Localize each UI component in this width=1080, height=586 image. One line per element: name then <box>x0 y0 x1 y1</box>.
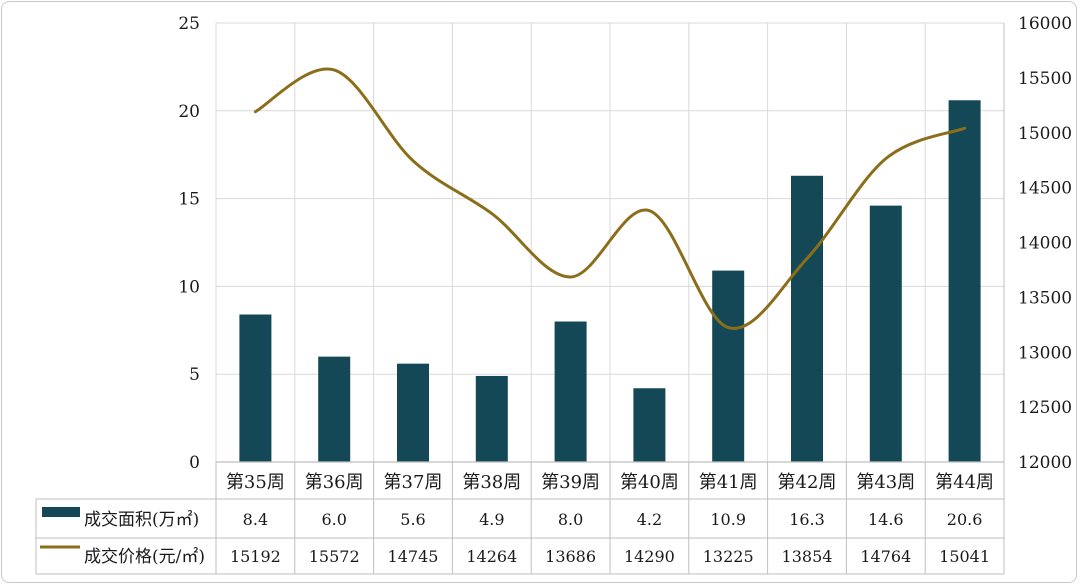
table-value-price: 14264 <box>466 547 517 566</box>
bar-layer <box>239 100 981 462</box>
table-value-area: 14.6 <box>868 510 904 529</box>
bar-mark <box>869 205 902 462</box>
bar-mark <box>397 363 429 462</box>
x-tick-label: 第40周 <box>620 472 679 493</box>
x-tick-label: 第39周 <box>541 472 600 493</box>
x-tick-label: 第42周 <box>778 472 837 493</box>
table-value-price: 13854 <box>782 547 833 566</box>
table-value-price: 15192 <box>230 547 281 566</box>
bar-mark <box>712 270 745 462</box>
table-value-price: 15041 <box>939 547 990 566</box>
y-right-tick-label: 16000 <box>1018 14 1072 34</box>
table-value-price: 13686 <box>545 547 596 566</box>
x-tick-label: 第35周 <box>226 472 285 493</box>
y-left-tick-label: 25 <box>178 14 200 34</box>
table-value-area: 6.0 <box>321 510 346 529</box>
y-right-tick-label: 13000 <box>1018 343 1072 363</box>
legend-label-line: 成交价格(元/㎡) <box>84 547 205 567</box>
x-tick-label: 第36周 <box>305 472 364 493</box>
bar-mark <box>633 388 666 462</box>
y-left-tick-label: 5 <box>189 365 200 385</box>
table-value-area: 20.6 <box>947 510 983 529</box>
table-value-price: 14745 <box>388 547 439 566</box>
bar-mark <box>318 356 351 462</box>
data-table: 第35周 第36周 第37周 第38周 第39周 第40周 第41周 第42周 第43周 第44周… <box>35 23 1005 575</box>
bar-mark <box>239 314 272 462</box>
legend-label-bar: 成交面积(万㎡) <box>84 510 199 530</box>
legend-swatch-bar <box>42 507 80 517</box>
bar-mark <box>948 100 981 462</box>
line-layer <box>253 67 967 330</box>
y-right-tick-label: 12500 <box>1018 398 1072 418</box>
y-right-tick-label: 12000 <box>1018 453 1072 473</box>
y-left-tick-label: 15 <box>178 190 200 210</box>
y-right-tick-label: 13500 <box>1018 288 1072 308</box>
x-tick-label: 第37周 <box>384 472 443 493</box>
x-tick-label: 第44周 <box>935 472 994 493</box>
y-right-tick-label: 14500 <box>1018 179 1072 199</box>
table-value-area: 16.3 <box>789 510 825 529</box>
x-tick-label: 第41周 <box>699 472 758 493</box>
table-value-area: 4.2 <box>637 510 662 529</box>
y-right-tick-label: 14000 <box>1018 234 1072 254</box>
bar-mark <box>791 175 823 462</box>
series-line <box>253 67 967 330</box>
table-value-price: 15572 <box>309 547 360 566</box>
table-value-price: 14764 <box>860 547 911 566</box>
y-right-tick-label: 15000 <box>1018 124 1072 144</box>
x-tick-label: 第43周 <box>856 472 915 493</box>
table-value-price: 14290 <box>624 547 675 566</box>
x-tick-label: 第38周 <box>462 472 521 493</box>
table-value-price: 13225 <box>703 547 754 566</box>
table-value-area: 8.4 <box>243 510 268 529</box>
table-value-area: 4.9 <box>479 510 504 529</box>
y-left-tick-label: 10 <box>178 277 200 297</box>
bar-mark <box>554 321 587 462</box>
y-left-tick-label: 20 <box>178 102 200 122</box>
y-left-tick-label: 0 <box>189 453 200 473</box>
bar-mark <box>475 375 508 462</box>
axis-layer: 0 5 10 15 20 25 12000 12500 13000 13500 14000 14500… <box>178 14 1072 473</box>
table-value-area: 10.9 <box>710 510 746 529</box>
table-value-area: 8.0 <box>558 510 583 529</box>
table-value-area: 5.6 <box>400 510 425 529</box>
y-right-tick-label: 15500 <box>1018 69 1072 89</box>
